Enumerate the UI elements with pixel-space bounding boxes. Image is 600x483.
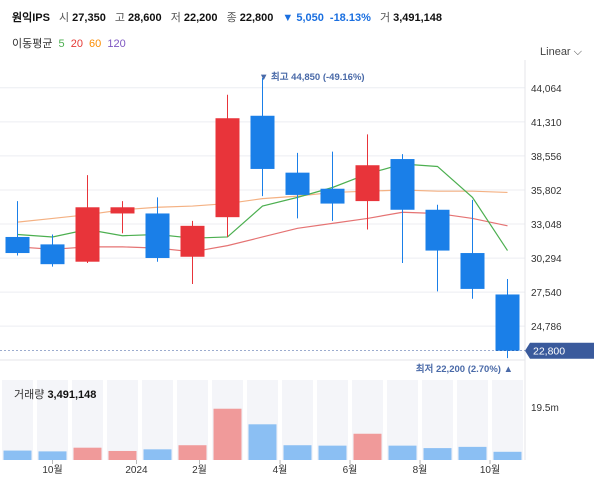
change-percent: -18.13% bbox=[329, 12, 371, 24]
candle-body bbox=[75, 207, 100, 262]
candle-body bbox=[40, 244, 65, 265]
volume-slot-bg bbox=[107, 380, 138, 460]
volume-bar bbox=[353, 433, 382, 460]
x-tick-label: 10월 bbox=[42, 464, 62, 476]
y-tick-label: 35,802 bbox=[531, 186, 562, 197]
volume-bar bbox=[248, 424, 277, 460]
y-tick-label: 41,310 bbox=[531, 118, 562, 129]
candle-body bbox=[180, 225, 205, 257]
low-annotation: 최저 22,200 (2.70%) ▲ bbox=[416, 363, 513, 375]
x-tick-label: 8월 bbox=[413, 464, 428, 476]
y-tick-label: 24,786 bbox=[531, 322, 562, 333]
y-tick-label: 33,048 bbox=[531, 220, 562, 231]
last-price-label: 22,800 bbox=[533, 346, 565, 358]
ma-5[interactable]: 5 bbox=[58, 38, 65, 50]
volume-slot-bg bbox=[2, 380, 33, 460]
volume-bar bbox=[423, 448, 452, 460]
scale-toggle[interactable]: Linear ⌵ bbox=[540, 46, 582, 58]
low-value: 22,200 bbox=[183, 12, 218, 24]
volume-value: 3,491,148 bbox=[393, 12, 443, 24]
x-tick-label: 2월 bbox=[192, 464, 207, 476]
volume-slot-bg bbox=[72, 380, 103, 460]
low-label: 저 bbox=[170, 12, 181, 24]
candle-body bbox=[215, 118, 240, 218]
volume-bar bbox=[143, 449, 172, 460]
volume-bar bbox=[3, 450, 32, 460]
volume-label: 거 bbox=[379, 12, 391, 24]
y-tick-label: 38,556 bbox=[531, 152, 562, 163]
y-tick-label: 44,064 bbox=[531, 84, 562, 95]
candle-body bbox=[250, 115, 275, 169]
high-annotation: ▼ 최고 44,850 (-49.16%) bbox=[259, 71, 365, 83]
volume-bar bbox=[458, 446, 487, 460]
volume-slot-bg bbox=[37, 380, 68, 460]
volume-bar bbox=[283, 445, 312, 460]
ma-120[interactable]: 120 bbox=[107, 38, 126, 50]
candle-body bbox=[460, 253, 485, 289]
stock-header: 원익IPS 시 27,350 고 28,600 저 22,200 종 22,800 ▼ … bbox=[12, 9, 448, 25]
candle-body bbox=[390, 159, 415, 210]
candle-body bbox=[110, 207, 135, 214]
volume-bar bbox=[318, 445, 347, 460]
candle-body bbox=[425, 209, 450, 251]
volume-tick-label: 19.5m bbox=[531, 403, 559, 414]
x-tick-label: 10월 bbox=[480, 464, 500, 476]
candle-body bbox=[495, 294, 520, 351]
moving-average-label: 이동평균 bbox=[12, 38, 53, 50]
open-value: 27,350 bbox=[72, 12, 106, 24]
volume-bar bbox=[213, 408, 242, 460]
volume-slot-bg bbox=[457, 380, 488, 460]
ma-60[interactable]: 60 bbox=[89, 38, 102, 50]
x-tick-label: 6월 bbox=[343, 464, 358, 476]
candle-body bbox=[320, 188, 345, 204]
volume-panel-value: 3,491,148 bbox=[47, 389, 97, 401]
close-label: 종 bbox=[226, 12, 237, 24]
volume-bar bbox=[73, 447, 102, 460]
x-tick-label: 2024 bbox=[125, 465, 148, 476]
volume-bar bbox=[38, 451, 67, 460]
high-value: 28,600 bbox=[128, 12, 162, 24]
moving-average-legend: 이동평균 5 20 60 120 bbox=[12, 35, 129, 51]
volume-slot-bg bbox=[422, 380, 453, 460]
open-label: 시 bbox=[59, 12, 70, 24]
volume-bar bbox=[388, 445, 417, 460]
ma-20[interactable]: 20 bbox=[70, 38, 83, 50]
y-tick-label: 27,540 bbox=[531, 288, 562, 299]
volume-bar bbox=[178, 445, 207, 460]
candle-body bbox=[355, 165, 380, 202]
stock-name: 원익IPS bbox=[12, 12, 50, 24]
y-tick-label: 30,294 bbox=[531, 254, 562, 265]
candle-body bbox=[285, 172, 310, 195]
volume-panel-label: 거래량 3,491,148 bbox=[14, 386, 96, 402]
volume-bar bbox=[493, 451, 522, 460]
volume-bar bbox=[108, 450, 137, 460]
high-label: 고 bbox=[114, 12, 126, 24]
x-tick-label: 4월 bbox=[273, 464, 288, 476]
volume-panel-title: 거래량 bbox=[14, 389, 45, 401]
change-value: ▼ 5,050 bbox=[282, 12, 324, 24]
close-value: 22,800 bbox=[239, 12, 274, 24]
volume-slot-bg bbox=[492, 380, 523, 460]
candle-body bbox=[5, 236, 30, 254]
last-price-tag bbox=[525, 342, 594, 359]
volume-slot-bg bbox=[142, 380, 173, 460]
candle-body bbox=[145, 213, 170, 258]
